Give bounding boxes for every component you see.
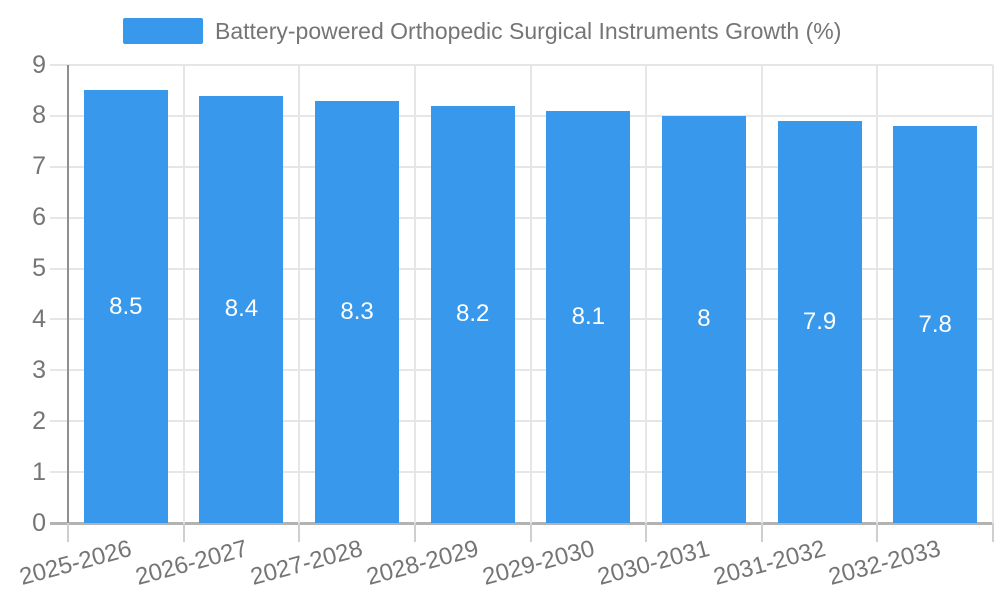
y-gridline [50, 114, 993, 117]
y-gridline [50, 165, 993, 168]
x-tick-label: 2030-2031 [594, 535, 713, 591]
bar[interactable]: 8.4 [199, 95, 284, 523]
y-tick-label: 0 [32, 508, 46, 537]
bar-value-label: 8.1 [571, 302, 605, 330]
y-gridline [50, 267, 993, 270]
x-axis-tick [645, 523, 648, 542]
x-axis-tick [876, 523, 879, 542]
y-gridline [50, 369, 993, 372]
bar[interactable]: 8.5 [83, 90, 168, 523]
y-tick-label: 1 [32, 457, 46, 486]
bar[interactable]: 7.8 [893, 126, 978, 523]
bar[interactable]: 8.2 [430, 105, 515, 523]
bar[interactable]: 8 [661, 115, 746, 523]
y-tick-label: 3 [32, 355, 46, 384]
x-gridline [182, 65, 185, 523]
y-gridline [50, 318, 993, 321]
x-tick-label: 2032-2033 [826, 535, 944, 591]
x-gridline [298, 65, 301, 523]
x-axis-tick [760, 523, 763, 542]
x-gridline [413, 65, 416, 523]
bar-value-label: 8.5 [109, 292, 143, 320]
x-tick-label: 2025-2026 [16, 535, 135, 591]
bar[interactable]: 8.3 [315, 100, 400, 523]
y-tick-label: 7 [32, 152, 46, 181]
y-tick-label: 4 [32, 304, 46, 333]
x-axis-tick [182, 523, 185, 542]
bar-value-label: 7.9 [802, 307, 837, 335]
x-gridline [645, 65, 648, 523]
y-tick-label: 5 [32, 254, 46, 283]
bar-value-label: 8.4 [224, 295, 259, 323]
y-axis-line [67, 65, 69, 523]
y-tick-label: 9 [32, 50, 46, 79]
bar-value-label: 7.8 [918, 310, 952, 338]
x-axis-tick [992, 523, 994, 542]
x-tick-label: 2029-2030 [479, 535, 598, 591]
x-axis-tick [67, 523, 69, 542]
y-gridline [50, 420, 993, 423]
bar[interactable]: 7.9 [777, 120, 862, 523]
legend-swatch[interactable] [123, 18, 203, 44]
x-tick-label: 2026-2027 [132, 535, 251, 591]
bar-value-label: 8 [697, 305, 711, 333]
bar-value-label: 8.2 [456, 300, 490, 328]
x-axis-tick [298, 523, 301, 542]
y-gridline [50, 64, 993, 66]
x-axis-line [50, 521, 993, 525]
bar[interactable]: 8.1 [546, 110, 631, 523]
x-tick-label: 2027-2028 [247, 535, 366, 591]
x-gridline [760, 65, 763, 523]
bar-value-label: 8.3 [340, 297, 374, 325]
chart-title: Battery-powered Orthopedic Surgical Inst… [215, 18, 842, 44]
x-axis-tick [529, 523, 532, 542]
x-axis-tick [413, 523, 416, 542]
x-gridline [876, 65, 879, 523]
y-tick-label: 2 [32, 406, 46, 435]
y-gridline [50, 471, 993, 474]
y-tick-label: 6 [32, 203, 46, 232]
x-tick-label: 2028-2029 [363, 535, 482, 591]
x-tick-label: 2031-2032 [710, 535, 829, 591]
x-gridline [992, 65, 994, 523]
y-tick-label: 8 [32, 101, 46, 130]
x-gridline [529, 65, 532, 523]
y-gridline [50, 216, 993, 219]
